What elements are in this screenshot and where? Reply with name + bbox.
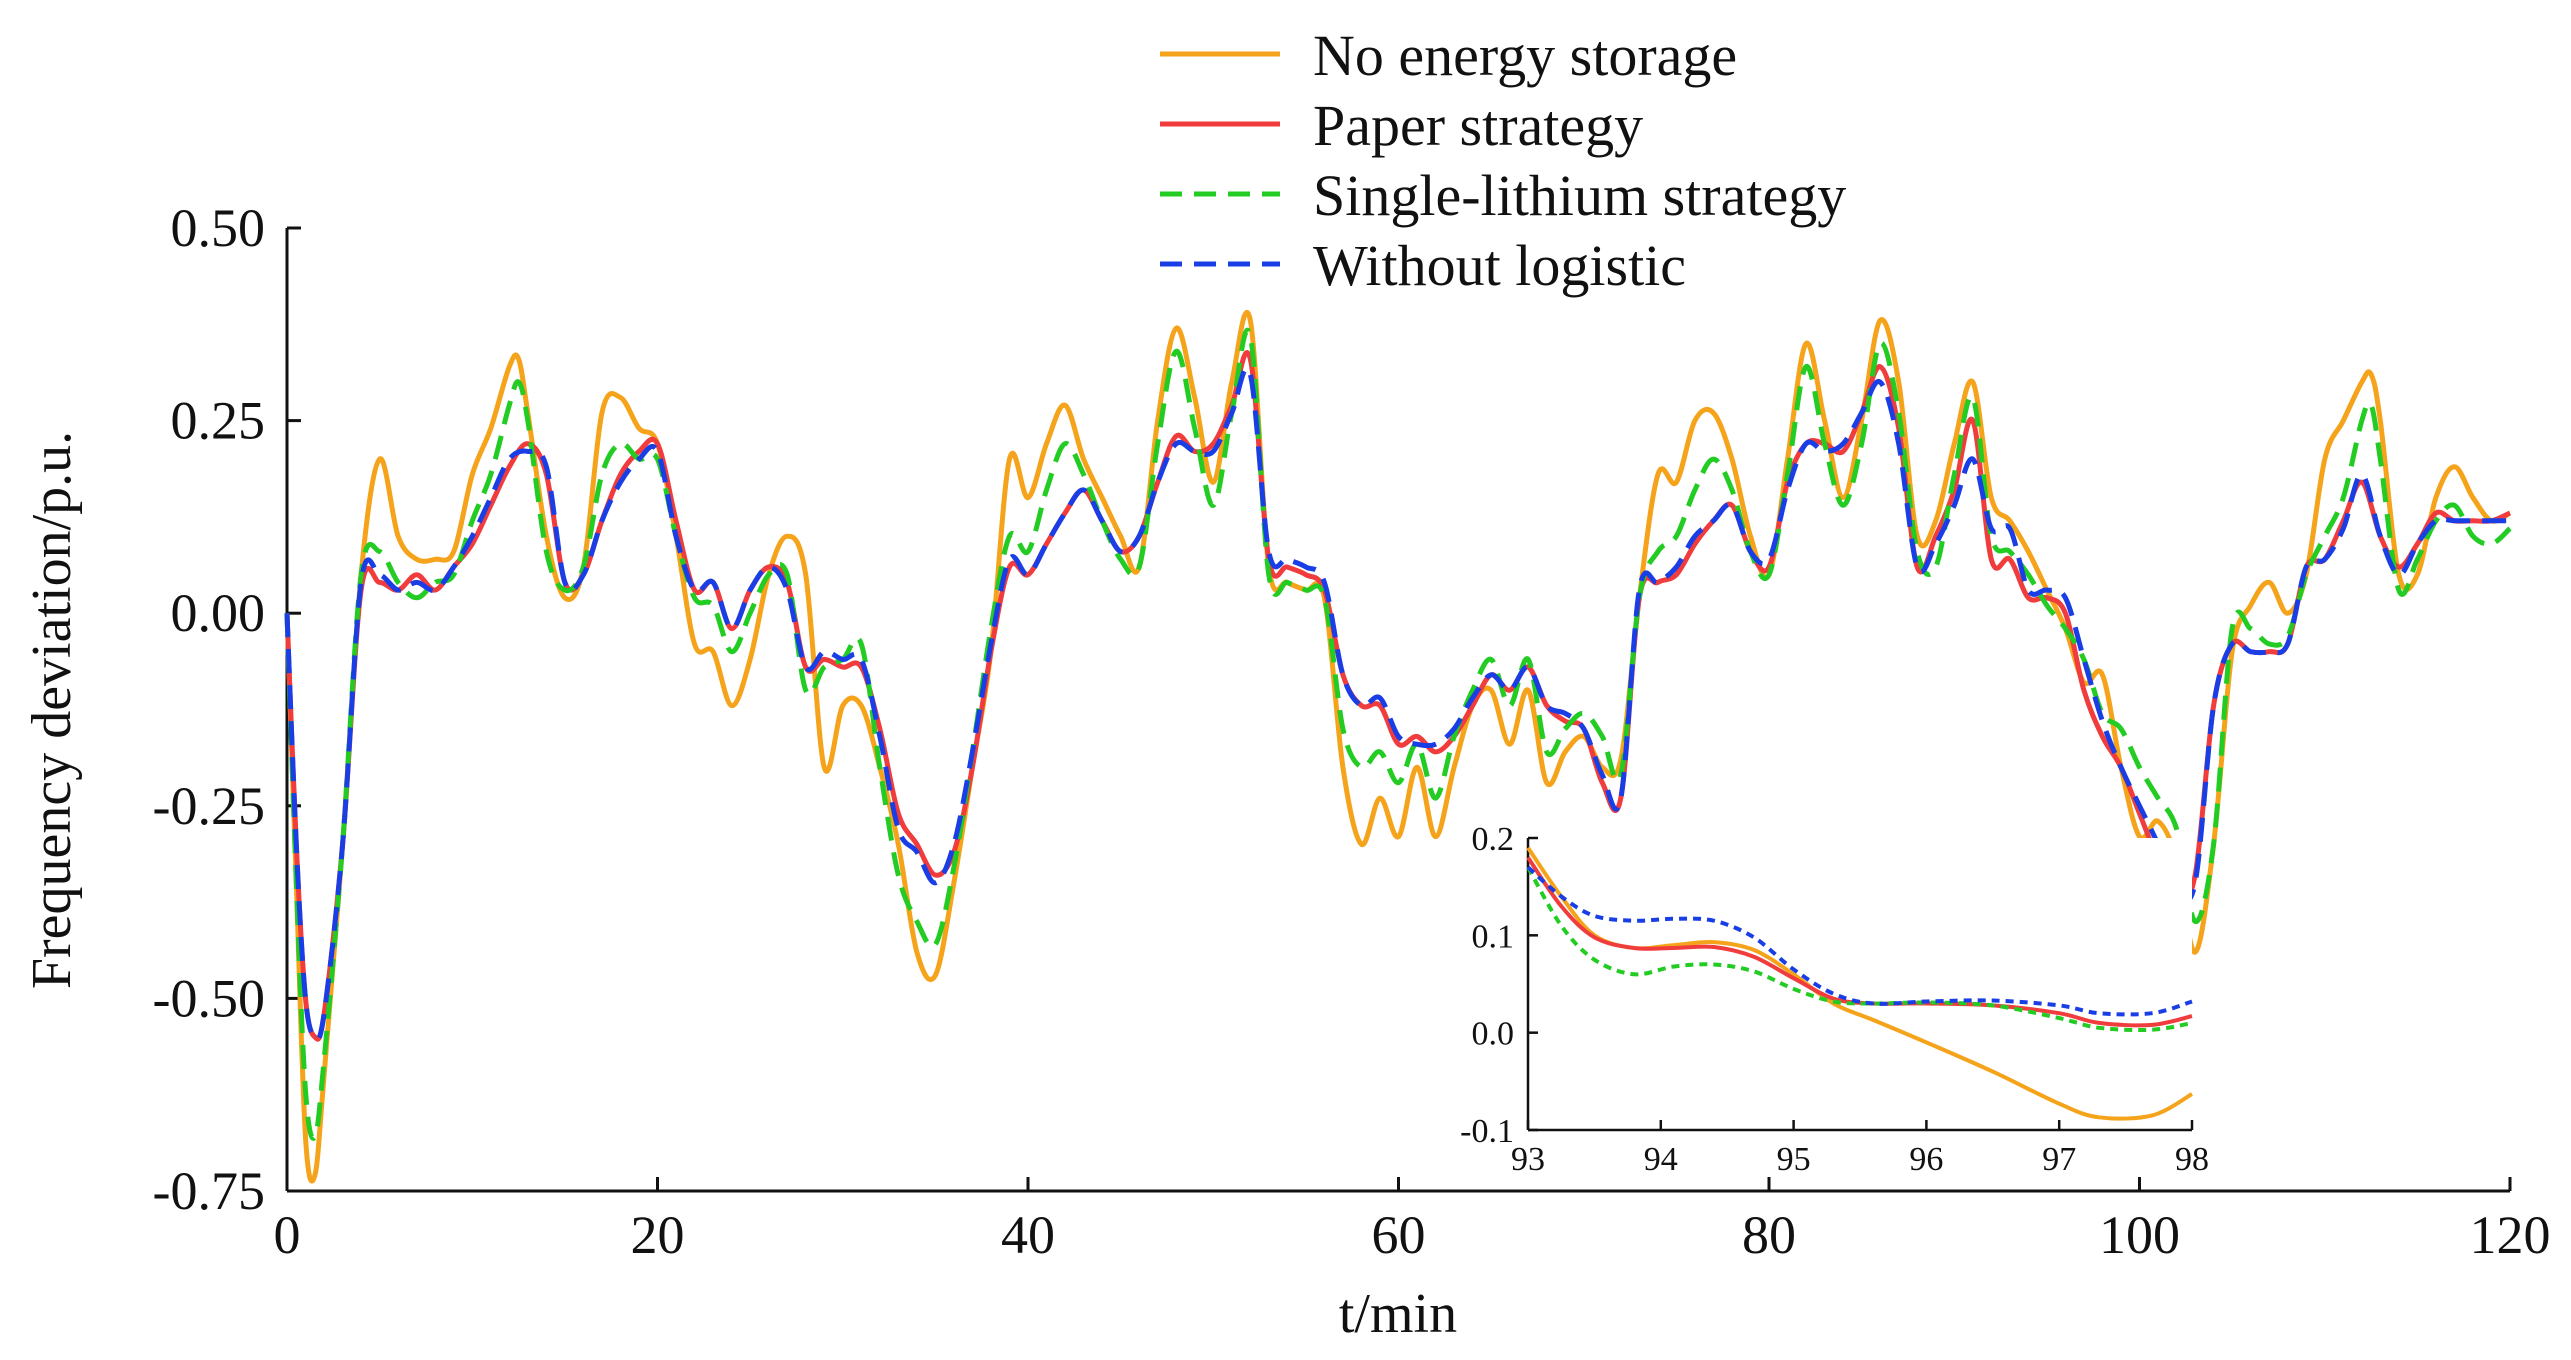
y-tick-label: -0.25 bbox=[153, 776, 265, 836]
inset-y-tick-label: 0.2 bbox=[1472, 821, 1515, 858]
inset-y-tick-label: -0.1 bbox=[1460, 1113, 1514, 1150]
legend-label-paper: Paper strategy bbox=[1313, 93, 1643, 158]
x-tick-label: 40 bbox=[1001, 1205, 1055, 1265]
x-tick-label: 60 bbox=[1372, 1205, 1426, 1265]
x-ticks: 0 20 40 60 80 100 120 bbox=[274, 1177, 2551, 1265]
inset-y-ticks: 0.2 0.1 0.0 -0.1 bbox=[1460, 821, 1538, 1150]
inset-x-tick-label: 93 bbox=[1511, 1141, 1545, 1178]
inset-plot-series bbox=[1526, 846, 2194, 1121]
series-line-without-logistic bbox=[284, 365, 2510, 1042]
y-axis-label: Frequency deviation/p.u. bbox=[21, 431, 83, 989]
inset-y-tick-label: 0.0 bbox=[1472, 1016, 1515, 1053]
legend-label-single-lithium: Single-lithium strategy bbox=[1313, 163, 1846, 228]
inset-x-tick-label: 96 bbox=[1909, 1141, 1943, 1178]
inset-x-tick-label: 97 bbox=[2042, 1141, 2076, 1178]
y-tick-label: 0.50 bbox=[171, 198, 266, 258]
y-tick-label: -0.50 bbox=[153, 968, 265, 1028]
legend: No energy storage Paper strategy Single-… bbox=[1160, 23, 1846, 298]
inset-series-line-without-logistic bbox=[1526, 865, 2193, 1017]
y-ticks: 0.50 0.25 0.00 -0.25 -0.50 -0.75 bbox=[153, 198, 301, 1221]
x-tick-label: 80 bbox=[1742, 1205, 1796, 1265]
legend-label-no-storage: No energy storage bbox=[1313, 23, 1737, 88]
x-tick-label: 100 bbox=[2099, 1205, 2180, 1265]
inset-x-ticks: 93 94 95 96 97 98 bbox=[1511, 1120, 2209, 1178]
main-plot-series bbox=[284, 309, 2512, 1184]
x-tick-label: 0 bbox=[274, 1205, 301, 1265]
y-tick-label: -0.75 bbox=[153, 1161, 265, 1221]
inset-y-tick-label: 0.1 bbox=[1472, 918, 1515, 955]
x-tick-label: 120 bbox=[2470, 1205, 2551, 1265]
x-tick-label: 20 bbox=[631, 1205, 685, 1265]
inset-series-line-paper-strategy bbox=[1526, 856, 2193, 1028]
inset-x-tick-label: 98 bbox=[2175, 1141, 2209, 1178]
inset-background bbox=[1528, 838, 2192, 1130]
y-tick-label: 0.00 bbox=[171, 583, 266, 643]
inset-x-tick-label: 94 bbox=[1644, 1141, 1678, 1178]
legend-label-without-logistic: Without logistic bbox=[1313, 233, 1686, 298]
inset-zoom-plot: 93 94 95 96 97 98 0.2 0.1 0.0 -0.1 bbox=[1460, 821, 2209, 1178]
y-tick-label: 0.25 bbox=[171, 391, 266, 451]
inset-x-tick-label: 95 bbox=[1777, 1141, 1811, 1178]
series-line-single-lithium-strategy bbox=[284, 327, 2512, 1141]
x-axis-label: t/min bbox=[1339, 1283, 1457, 1345]
